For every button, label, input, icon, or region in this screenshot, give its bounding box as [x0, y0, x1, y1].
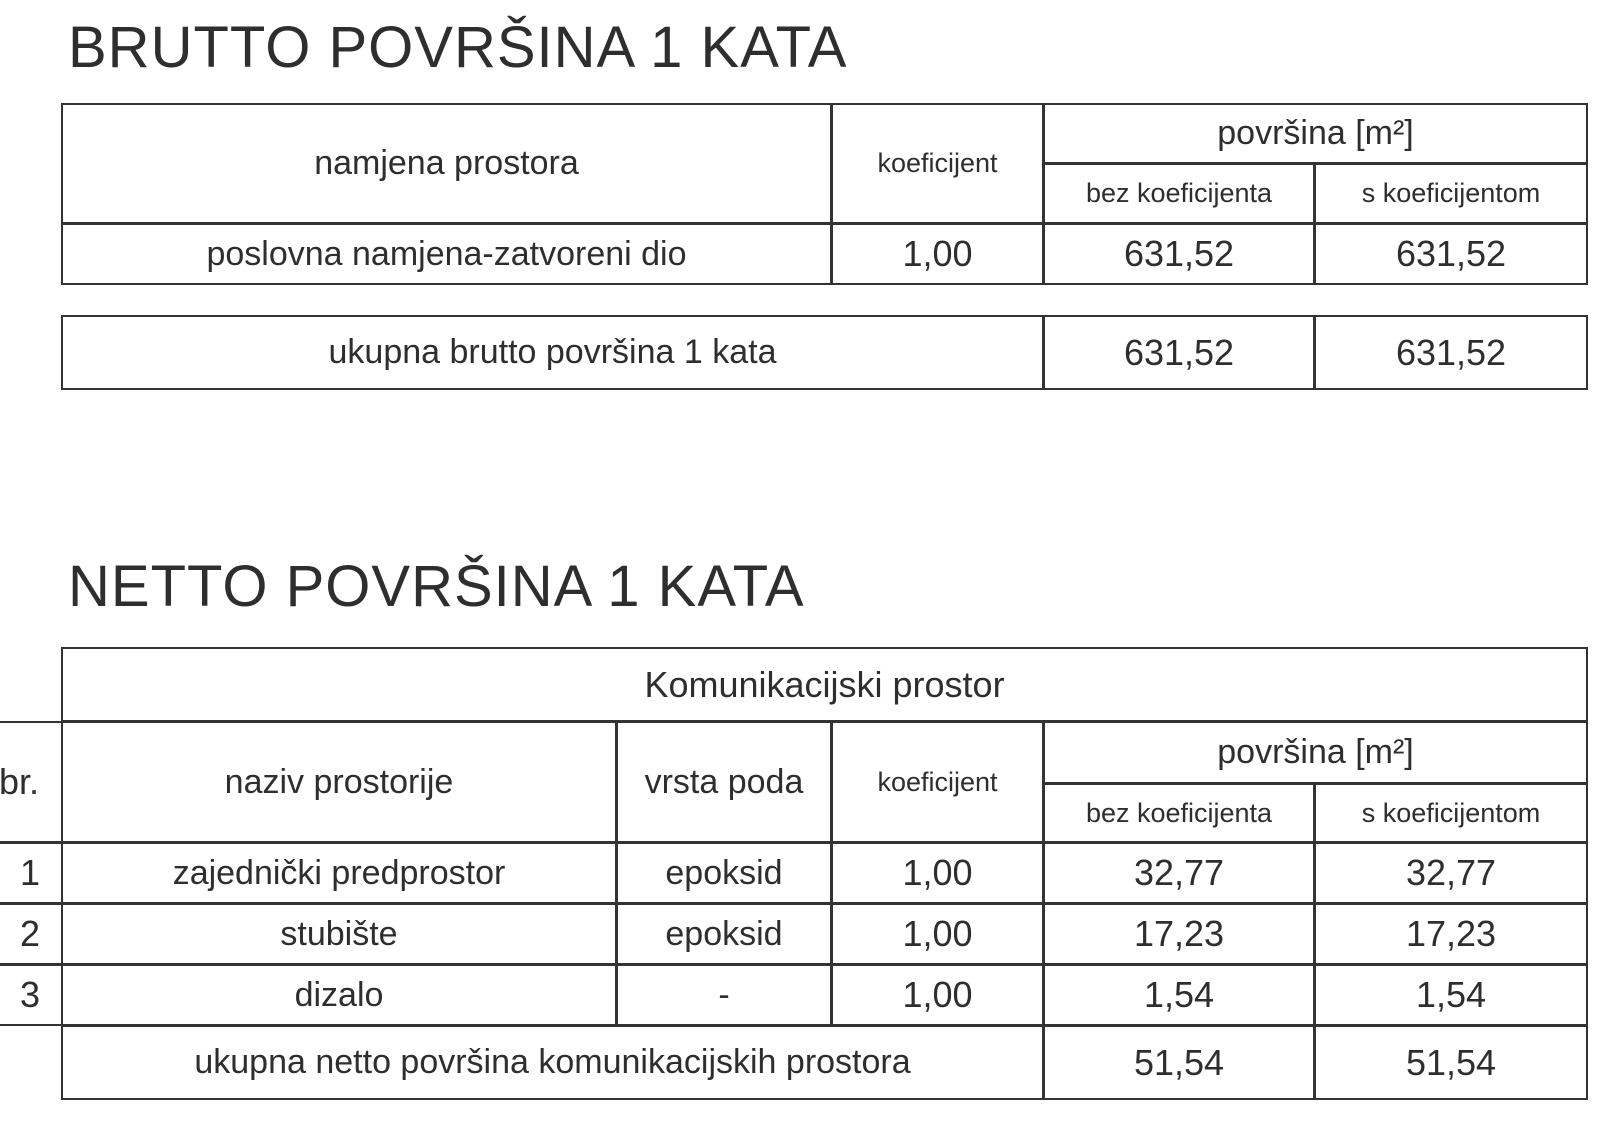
header-koeficijent: koeficijent	[831, 721, 1044, 843]
cell-naziv: zajednički predprostor	[61, 842, 617, 904]
cell-koeficijent: 1,00	[831, 903, 1044, 965]
cell-br: 2	[0, 903, 63, 965]
cell-bez: 631,52	[1043, 223, 1315, 285]
cell-vrsta: epoksid	[616, 903, 832, 965]
cell-bez: 32,77	[1043, 842, 1315, 904]
header-s-koeficijentom: s koeficijentom	[1314, 783, 1588, 843]
cell-koeficijent: 1,00	[831, 223, 1044, 285]
cell-bez: 17,23	[1043, 903, 1315, 965]
cell-vrsta: epoksid	[616, 842, 832, 904]
header-povrsina: površina [m²]	[1043, 103, 1588, 164]
cell-br: 1	[0, 842, 63, 904]
cell-naziv: dizalo	[61, 964, 617, 1026]
cell-namjena: poslovna namjena-zatvoreni dio	[61, 223, 832, 285]
cell-s: 32,77	[1314, 842, 1588, 904]
header-namjena: namjena prostora	[61, 103, 832, 224]
cell-s: 17,23	[1314, 903, 1588, 965]
cell-naziv: stubište	[61, 903, 617, 965]
cell-s: 631,52	[1314, 223, 1588, 285]
cell-s: 1,54	[1314, 964, 1588, 1026]
cell-vrsta: -	[616, 964, 832, 1026]
netto-total-bez: 51,54	[1043, 1025, 1315, 1100]
brutto-title: BRUTTO POVRŠINA 1 KATA	[68, 15, 848, 80]
cell-bez: 1,54	[1043, 964, 1315, 1026]
brutto-total-s: 631,52	[1314, 315, 1588, 390]
header-bez-koeficijenta: bez koeficijenta	[1043, 163, 1315, 224]
brutto-total-bez: 631,52	[1043, 315, 1315, 390]
netto-total-label: ukupna netto površina komunikacijskih pr…	[61, 1025, 1044, 1100]
header-s-koeficijentom: s koeficijentom	[1314, 163, 1588, 224]
cell-br: 3	[0, 964, 63, 1026]
brutto-total-label: ukupna brutto površina 1 kata	[61, 315, 1044, 390]
cell-koeficijent: 1,00	[831, 842, 1044, 904]
netto-title: NETTO POVRŠINA 1 KATA	[68, 554, 805, 619]
header-bez-koeficijenta: bez koeficijenta	[1043, 783, 1315, 843]
header-naziv: naziv prostorije	[61, 721, 617, 843]
header-koeficijent: koeficijent	[831, 103, 1044, 224]
netto-total-s: 51,54	[1314, 1025, 1588, 1100]
header-povrsina: površina [m²]	[1043, 721, 1588, 784]
header-br: br.	[0, 721, 63, 843]
section-komunikacijski: Komunikacijski prostor	[61, 647, 1588, 722]
cell-koeficijent: 1,00	[831, 964, 1044, 1026]
header-vrsta: vrsta poda	[616, 721, 832, 843]
